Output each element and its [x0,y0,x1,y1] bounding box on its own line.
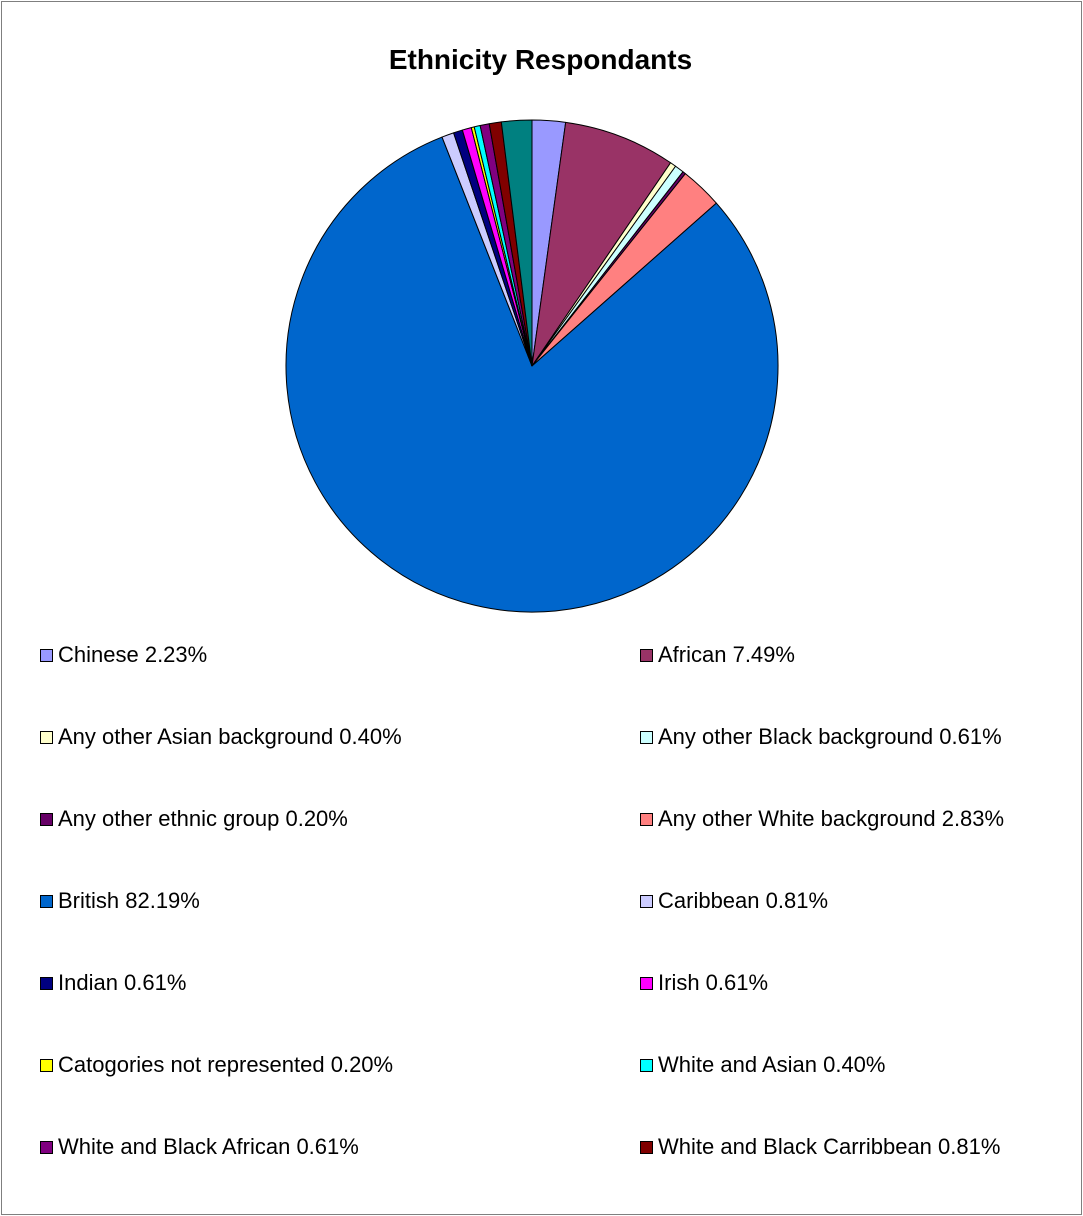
pie-slice-african [531,121,672,367]
pie-slice-british [285,136,779,613]
pie-slice-other [500,119,533,367]
chart-title: Ethnicity Respondants [388,44,693,75]
